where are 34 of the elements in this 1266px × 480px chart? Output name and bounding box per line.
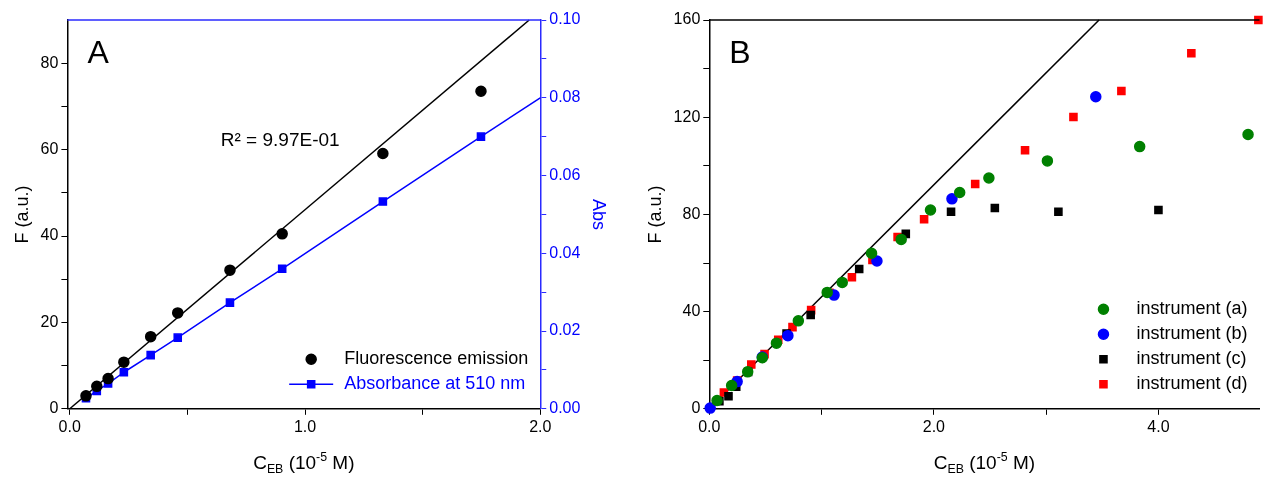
x-tick-label: 2.0 — [529, 417, 552, 435]
legend-label: instrument (c) — [1136, 348, 1247, 369]
y-tick-label: 160 — [673, 10, 701, 28]
y2-tick-label: 0.08 — [549, 88, 581, 106]
y2-tick-label: 0.06 — [549, 165, 581, 183]
annotation: B — [729, 33, 751, 70]
y-tick-label: 120 — [673, 107, 701, 125]
y-tick-label: 20 — [40, 312, 59, 330]
y2-tick-label: 0.02 — [549, 321, 581, 339]
y-axis-title: F (a.u.) — [644, 185, 665, 244]
legend-label: Fluorescence emission — [344, 348, 529, 369]
y-tick-label: 60 — [40, 140, 59, 158]
x-tick-label: 1.0 — [293, 417, 317, 435]
y2-axis-title: Abs — [589, 198, 610, 230]
y-tick-label: 80 — [682, 204, 701, 222]
legend-label: instrument (d) — [1136, 373, 1248, 394]
y-tick-label: 0 — [49, 399, 59, 417]
y-tick-label: 40 — [682, 302, 701, 320]
legend-label: instrument (a) — [1136, 298, 1248, 319]
x-tick-label: 2.0 — [922, 417, 946, 435]
y-tick-label: 40 — [40, 226, 59, 244]
y-axis-title: F (a.u.) — [11, 185, 32, 244]
y2-tick-label: 0.00 — [549, 399, 581, 417]
x-tick-label: 0.0 — [698, 417, 721, 435]
annotation: R² = 9.97E-01 — [220, 128, 340, 150]
y2-tick-label: 0.04 — [549, 243, 581, 261]
y-tick-label: 80 — [40, 53, 59, 71]
y-tick-label: 0 — [691, 399, 701, 417]
x-tick-label: 4.0 — [1147, 417, 1170, 435]
y2-tick-label: 0.10 — [549, 10, 581, 28]
legend-label: instrument (b) — [1136, 323, 1248, 344]
legend-label: Absorbance at 510 nm — [344, 373, 526, 394]
annotation: A — [87, 33, 110, 70]
x-tick-label: 0.0 — [58, 417, 81, 435]
